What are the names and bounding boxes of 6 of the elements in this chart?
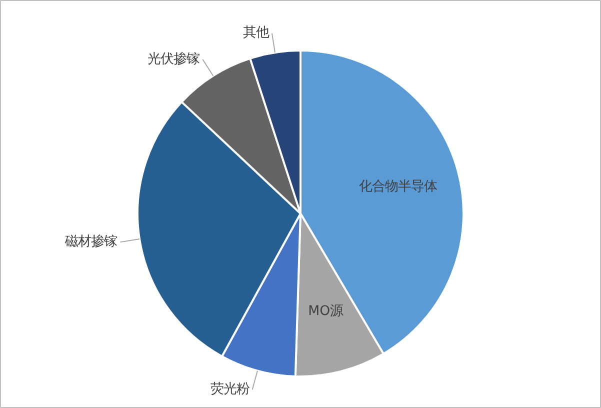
- slice-label: 荧光粉: [210, 382, 250, 398]
- slice-label: MO源: [308, 304, 344, 319]
- slice-label: 化合物半导体: [358, 179, 437, 194]
- slice-label: 磁材掺镓: [64, 234, 118, 250]
- slice-label: 其他: [242, 26, 269, 41]
- slice-label: 光伏掺镓: [148, 52, 200, 67]
